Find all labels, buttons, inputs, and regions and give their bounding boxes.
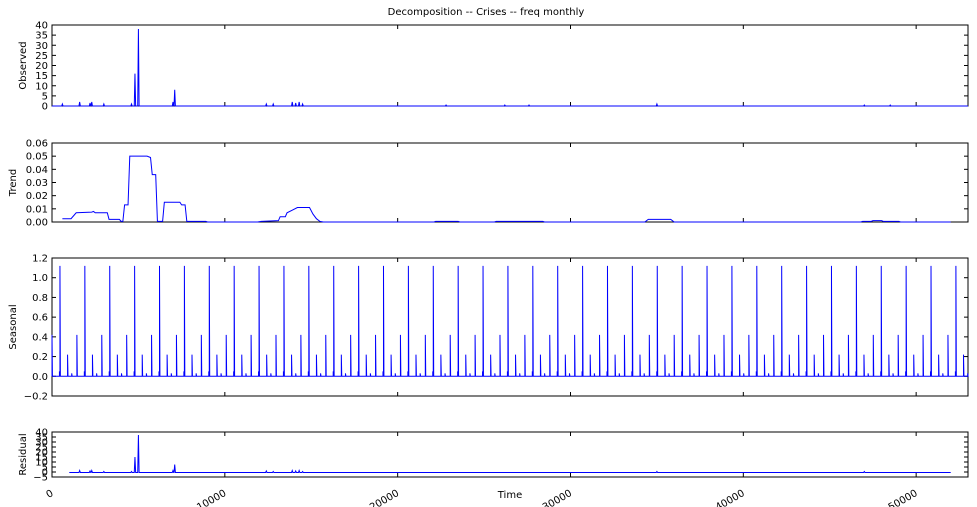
observed-ylabel: Observed bbox=[18, 41, 29, 89]
seasonal-ytick-label: −0.2 bbox=[24, 392, 48, 403]
figure-title: Decomposition -- Crises -- freq monthly bbox=[388, 7, 585, 18]
seasonal-series-line bbox=[51, 265, 969, 377]
observed-ytick-label: 20 bbox=[35, 61, 48, 72]
residual-axes-frame bbox=[51, 431, 969, 478]
x-tick-label: 50000 bbox=[887, 488, 920, 507]
observed-ytick-label: 0 bbox=[42, 102, 48, 113]
residual-ytick-label: 0 bbox=[42, 468, 48, 479]
seasonal-ytick-label: 0.0 bbox=[32, 372, 48, 383]
seasonal-ylabel: Seasonal bbox=[8, 304, 19, 349]
residual-ytick-label: 20 bbox=[35, 448, 48, 459]
residual-ytick-label: 5 bbox=[42, 463, 48, 474]
residual-ytick-label: 15 bbox=[35, 453, 48, 464]
panels: 0510152025303540Observed0.000.010.020.03… bbox=[8, 21, 969, 507]
observed-ytick-label: 10 bbox=[35, 81, 48, 92]
seasonal-ytick-label: 1.0 bbox=[32, 273, 48, 284]
x-axis-label: Time bbox=[497, 490, 522, 501]
seasonal-axes-frame bbox=[51, 257, 969, 397]
seasonal-panel: −0.2 0.0 0.2 0.4 0.6 0.8 1.0 1.2 Seasonal bbox=[8, 254, 969, 403]
observed-ytick-label: 15 bbox=[35, 71, 48, 82]
observed-ytick-label: 40 bbox=[35, 21, 48, 32]
seasonal-ytick-label: 0.2 bbox=[32, 352, 48, 363]
observed-series-line bbox=[52, 29, 968, 107]
residual-series-line bbox=[69, 434, 951, 473]
seasonal-ytick-label: 0.4 bbox=[32, 332, 48, 343]
residual-ytick-label: 35 bbox=[35, 433, 48, 444]
seasonal-ytick-label: 0.8 bbox=[32, 293, 48, 304]
seasonal-ytick-label: 0.6 bbox=[32, 313, 48, 324]
trend-axes-frame bbox=[51, 142, 969, 223]
observed-ytick-label: 5 bbox=[42, 91, 48, 102]
trend-ytick-label: 0.00 bbox=[26, 218, 48, 229]
trend-ytick-label: 0.06 bbox=[26, 139, 48, 150]
residual-ylabel: Residual bbox=[18, 433, 29, 475]
trend-ytick-label: 0.03 bbox=[26, 178, 48, 189]
observed-axes-frame bbox=[51, 24, 969, 107]
trend-ytick-label: 0.01 bbox=[26, 204, 48, 215]
residual-ytick-label: 40 bbox=[35, 428, 48, 439]
observed-ytick-label: 35 bbox=[35, 31, 48, 42]
residual-ytick-label: 30 bbox=[35, 438, 48, 449]
residual-ytick-label: 25 bbox=[35, 443, 48, 454]
x-tick-label: 40000 bbox=[714, 488, 747, 507]
trend-ytick-label: 0.02 bbox=[26, 191, 48, 202]
seasonal-ytick-label: 1.2 bbox=[32, 254, 48, 265]
x-tick-label: 10000 bbox=[195, 488, 228, 507]
residual-ytick-label: −5 bbox=[33, 473, 48, 484]
x-tick-label: 30000 bbox=[541, 488, 574, 507]
observed-ytick-label: 25 bbox=[35, 51, 48, 62]
x-tick-label: 0 bbox=[44, 488, 55, 501]
x-tick-label: 20000 bbox=[368, 488, 401, 507]
observed-ytick-label: 30 bbox=[35, 41, 48, 52]
trend-ytick-label: 0.05 bbox=[26, 152, 48, 163]
trend-series-line bbox=[62, 155, 951, 223]
trend-ylabel: Trend bbox=[8, 169, 19, 197]
trend-panel: 0.00 0.01 0.02 0.03 0.04 0.05 0.06 Trend bbox=[8, 139, 969, 229]
trend-ytick-label: 0.04 bbox=[26, 165, 48, 176]
residual-ytick-label: 10 bbox=[35, 458, 48, 469]
